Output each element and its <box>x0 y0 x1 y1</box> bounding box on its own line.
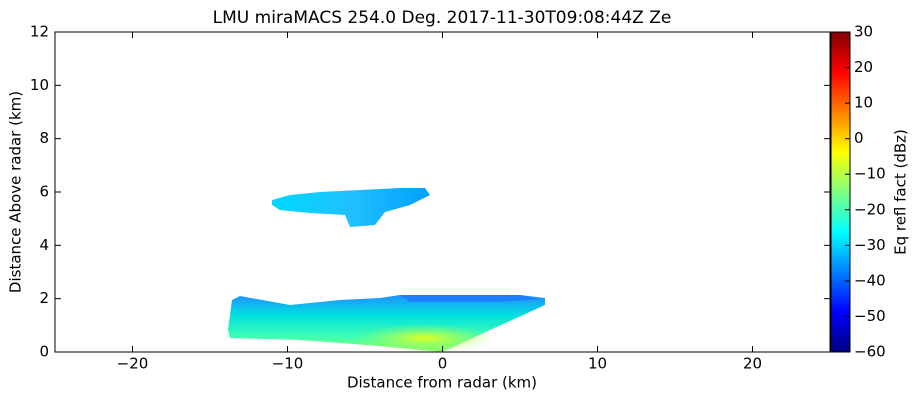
x-tick-label: 0 <box>438 355 448 373</box>
colorbar-tick-label: 30 <box>854 23 873 41</box>
x-tick-label: 10 <box>588 355 607 373</box>
colorbar-tick-label: −60 <box>854 343 886 361</box>
colorbar-tick-label: −40 <box>854 271 886 289</box>
lower-echo-top <box>400 295 540 302</box>
y-axis-label: Distance Above radar (km) <box>7 91 25 293</box>
x-axis-label: Distance from radar (km) <box>347 374 537 392</box>
colorbar-tick-label: −50 <box>854 307 886 325</box>
y-tick-label: 6 <box>39 183 49 201</box>
y-tick-label: 12 <box>30 23 49 41</box>
x-tick-label: −10 <box>272 355 304 373</box>
colorbar-label: Eq refl fact (dBz) <box>892 129 910 255</box>
upper-echo <box>272 188 430 227</box>
echo-field <box>228 188 545 352</box>
y-tick-label: 0 <box>39 343 49 361</box>
y-tick-label: 10 <box>30 76 49 94</box>
colorbar-tick-label: 20 <box>854 58 873 76</box>
colorbar <box>830 31 851 353</box>
colorbar-tick-label: −10 <box>854 165 886 183</box>
x-tick-label: 20 <box>743 355 762 373</box>
colorbar-tick-label: 10 <box>854 94 873 112</box>
colorbar-tick-label: −20 <box>854 200 886 218</box>
colorbar-tick-label: 0 <box>854 129 864 147</box>
y-tick-label: 8 <box>39 129 49 147</box>
colorbar-tick-label: −30 <box>854 236 886 254</box>
x-tick-label: −20 <box>117 355 149 373</box>
y-tick-label: 2 <box>39 289 49 307</box>
echo-core <box>355 324 495 352</box>
y-tick-label: 4 <box>39 236 49 254</box>
chart-title: LMU miraMACS 254.0 Deg. 2017-11-30T09:08… <box>213 8 672 28</box>
